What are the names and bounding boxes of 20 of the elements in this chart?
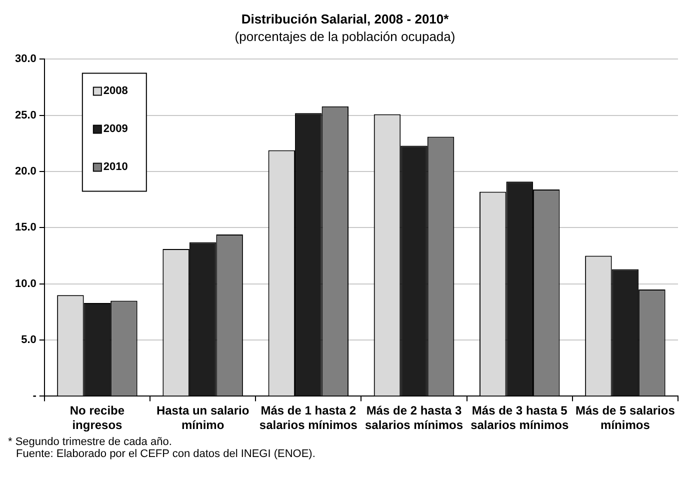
source-note: Fuente: Elaborado por el CEFP con datos del INEGI (ENOE). <box>15 448 316 460</box>
x-tick-label: Hasta un salario mínimo <box>156 404 250 432</box>
x-tick-label: Más de 3 hasta 5 salarios mínimos <box>470 404 569 432</box>
y-tick-label: 5.0 <box>21 334 36 346</box>
legend-label: 2010 <box>103 161 128 174</box>
x-tick-label: Más de 2 hasta 3 salarios mínimos <box>364 404 464 432</box>
legend-label: 2008 <box>103 85 128 98</box>
x-tick-label: No recibe ingresos <box>70 404 125 432</box>
x-tick-label: Más de 5 salarios mínimos <box>576 404 676 432</box>
y-tick-label: 30.0 <box>14 53 36 66</box>
y-tick-label: 15.0 <box>14 222 36 234</box>
text: * Segundo trimestre de cada año. <box>8 436 173 448</box>
y-tick-label: 10.0 <box>14 278 36 290</box>
y-tick-label: - <box>32 390 37 402</box>
y-tick-label: 20.0 <box>14 166 36 178</box>
legend-label: 2009 <box>103 123 128 136</box>
chart-title: Distribución Salarial, 2008 - 2010* <box>241 11 450 26</box>
y-tick-label: 25.0 <box>14 109 36 122</box>
chart-subtitle: (porcentajes de la población ocupada) <box>234 28 456 44</box>
x-tick-label: Más de 1 hasta 2 salarios mínimos <box>259 404 358 432</box>
